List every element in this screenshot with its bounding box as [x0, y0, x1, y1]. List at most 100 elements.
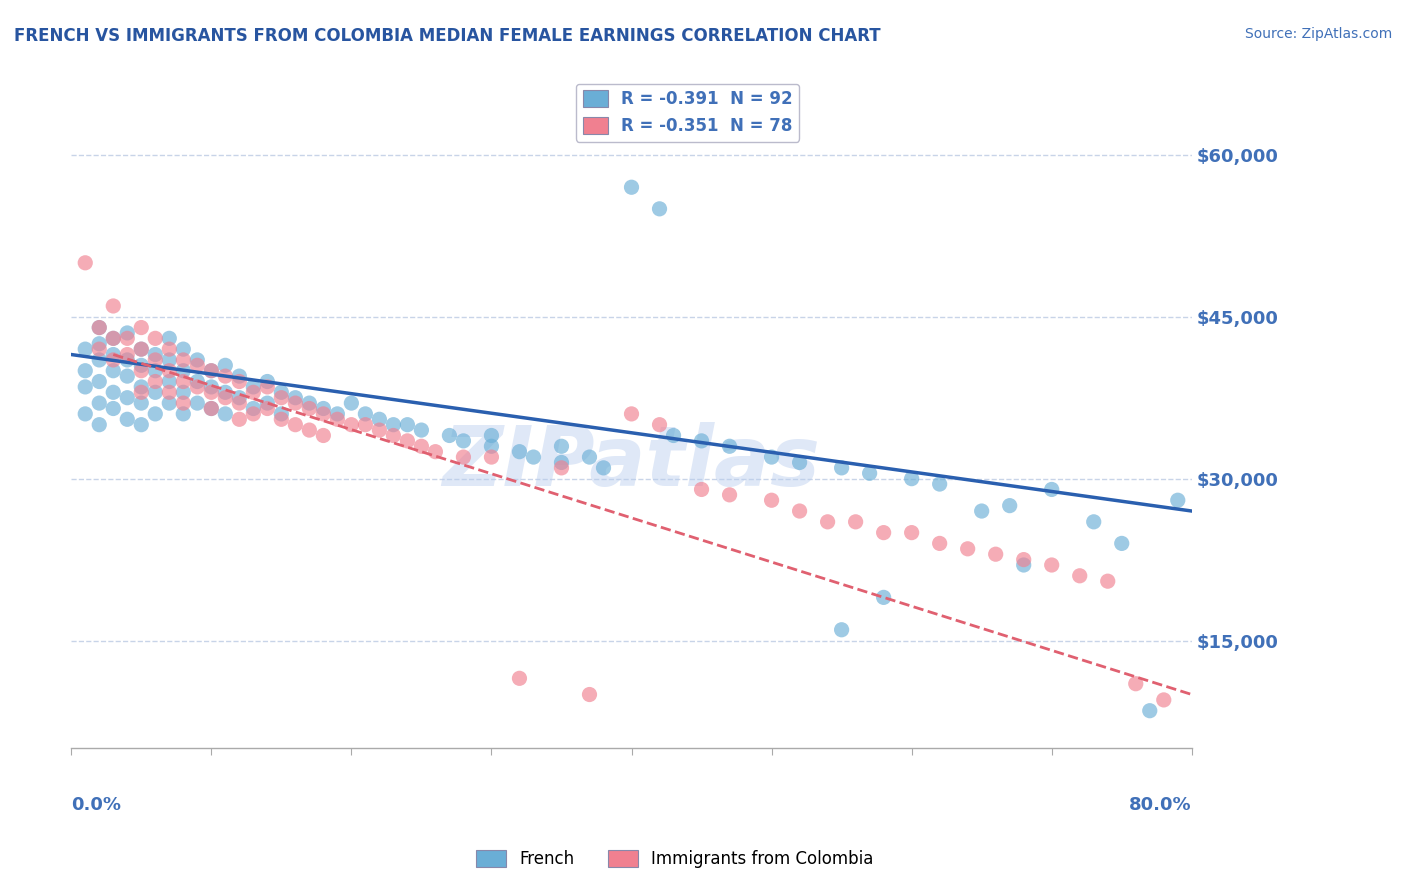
Point	[103, 347, 125, 361]
Point	[75, 256, 97, 270]
Point	[129, 342, 152, 356]
Point	[143, 385, 166, 400]
Point	[648, 202, 671, 216]
Point	[340, 396, 363, 410]
Point	[89, 336, 111, 351]
Point	[200, 364, 222, 378]
Point	[481, 450, 503, 464]
Point	[143, 347, 166, 361]
Point	[648, 417, 671, 432]
Point	[157, 331, 180, 345]
Point	[256, 375, 278, 389]
Point	[284, 391, 307, 405]
Point	[242, 380, 264, 394]
Point	[354, 407, 377, 421]
Point	[143, 331, 166, 345]
Point	[186, 359, 208, 373]
Point	[354, 417, 377, 432]
Point	[129, 385, 152, 400]
Point	[270, 407, 292, 421]
Point	[129, 364, 152, 378]
Text: 80.0%: 80.0%	[1129, 796, 1192, 814]
Point	[270, 412, 292, 426]
Point	[200, 385, 222, 400]
Point	[75, 342, 97, 356]
Point	[117, 369, 139, 384]
Point	[928, 477, 950, 491]
Point	[326, 412, 349, 426]
Point	[382, 417, 405, 432]
Point	[75, 380, 97, 394]
Point	[298, 396, 321, 410]
Point	[103, 353, 125, 368]
Point	[1012, 558, 1035, 572]
Point	[998, 499, 1021, 513]
Point	[872, 525, 894, 540]
Point	[1111, 536, 1133, 550]
Point	[172, 375, 194, 389]
Point	[228, 396, 250, 410]
Point	[453, 450, 475, 464]
Point	[900, 472, 922, 486]
Point	[620, 180, 643, 194]
Point	[550, 455, 572, 469]
Point	[256, 380, 278, 394]
Point	[228, 412, 250, 426]
Point	[592, 461, 614, 475]
Point	[117, 347, 139, 361]
Point	[1083, 515, 1105, 529]
Point	[172, 396, 194, 410]
Point	[1153, 693, 1175, 707]
Point	[522, 450, 544, 464]
Point	[186, 380, 208, 394]
Text: 0.0%: 0.0%	[72, 796, 121, 814]
Point	[789, 455, 811, 469]
Point	[690, 483, 713, 497]
Point	[718, 488, 741, 502]
Point	[242, 407, 264, 421]
Point	[439, 428, 461, 442]
Point	[157, 364, 180, 378]
Point	[228, 391, 250, 405]
Point	[368, 412, 391, 426]
Point	[75, 364, 97, 378]
Point	[117, 326, 139, 340]
Point	[326, 407, 349, 421]
Point	[103, 331, 125, 345]
Point	[186, 396, 208, 410]
Text: FRENCH VS IMMIGRANTS FROM COLOMBIA MEDIAN FEMALE EARNINGS CORRELATION CHART: FRENCH VS IMMIGRANTS FROM COLOMBIA MEDIA…	[14, 27, 880, 45]
Point	[312, 401, 335, 416]
Point	[186, 353, 208, 368]
Point	[242, 401, 264, 416]
Point	[1040, 483, 1063, 497]
Point	[411, 439, 433, 453]
Point	[143, 375, 166, 389]
Point	[172, 353, 194, 368]
Point	[157, 375, 180, 389]
Point	[103, 401, 125, 416]
Point	[214, 369, 236, 384]
Point	[214, 407, 236, 421]
Point	[89, 375, 111, 389]
Point	[270, 385, 292, 400]
Point	[1069, 569, 1091, 583]
Point	[453, 434, 475, 448]
Point	[425, 444, 447, 458]
Point	[103, 364, 125, 378]
Point	[172, 385, 194, 400]
Point	[143, 407, 166, 421]
Point	[200, 364, 222, 378]
Point	[89, 342, 111, 356]
Point	[845, 515, 868, 529]
Point	[1125, 677, 1147, 691]
Point	[89, 396, 111, 410]
Point	[1167, 493, 1189, 508]
Point	[831, 623, 853, 637]
Point	[228, 375, 250, 389]
Point	[129, 342, 152, 356]
Point	[956, 541, 979, 556]
Point	[157, 353, 180, 368]
Point	[662, 428, 685, 442]
Point	[172, 407, 194, 421]
Point	[984, 547, 1007, 561]
